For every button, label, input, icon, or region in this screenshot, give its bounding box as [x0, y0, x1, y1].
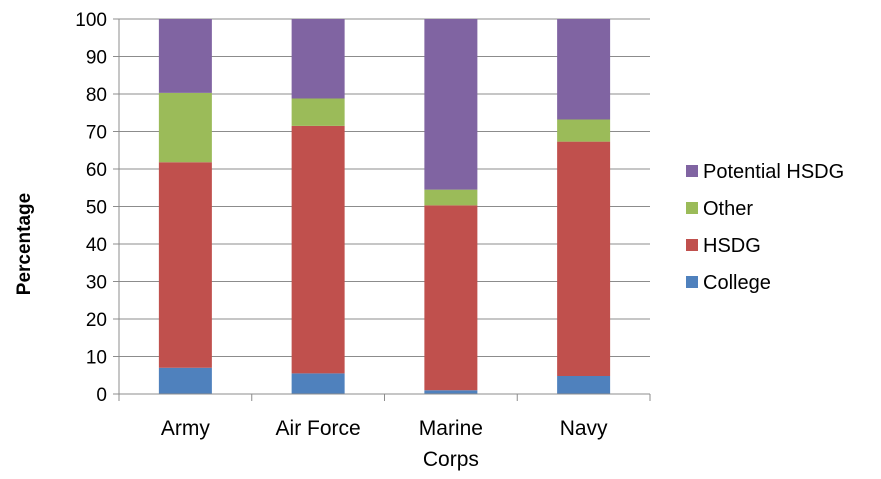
legend-swatch — [686, 165, 698, 177]
y-tick-label: 90 — [86, 48, 107, 69]
legend-label: Potential HSDG — [703, 161, 844, 183]
x-category-label: Marine — [419, 417, 483, 440]
y-tick-label: 0 — [96, 385, 107, 406]
y-tick-label: 60 — [86, 160, 107, 181]
bar-segment — [291, 19, 345, 99]
bar-segment — [291, 125, 345, 374]
bar-segment — [424, 390, 478, 394]
y-tick-labels: 0 10 20 30 40 50 60 70 80 90 100 — [75, 10, 107, 406]
axes — [113, 18, 651, 401]
legend: Potential HSDG Other HSDG College — [686, 161, 844, 294]
y-tick-label: 20 — [86, 310, 107, 331]
legend-label: HSDG — [703, 235, 761, 257]
bar-segment — [291, 373, 345, 394]
legend-swatch — [686, 276, 698, 288]
x-category-label: Army — [161, 417, 210, 440]
bar-segment — [424, 189, 478, 206]
legend-label: Other — [703, 198, 753, 220]
x-category-label: Corps — [423, 448, 479, 471]
legend-label: College — [703, 272, 771, 294]
y-axis-label: Percentage — [14, 193, 35, 295]
bar-segment — [557, 376, 611, 394]
y-tick-label: 10 — [86, 348, 107, 369]
bar-segment — [424, 19, 478, 190]
bars — [158, 19, 611, 394]
legend-swatch — [686, 239, 698, 251]
bar-segment — [158, 19, 212, 93]
bar-segment — [291, 98, 345, 126]
y-tick-label: 80 — [86, 85, 107, 106]
y-tick-label: 30 — [86, 273, 107, 294]
legend-swatch — [686, 202, 698, 214]
bar-segment — [557, 19, 611, 120]
bar-segment — [158, 367, 212, 394]
x-category-label: Navy — [560, 417, 608, 440]
x-category-labels: Army Air Force Marine Corps Navy — [161, 417, 608, 471]
y-tick-label: 40 — [86, 235, 107, 256]
bar-segment — [557, 119, 611, 142]
bar-segment — [158, 92, 212, 163]
bar-segment — [557, 141, 611, 376]
y-tick-label: 50 — [86, 198, 107, 219]
y-tick-label: 100 — [75, 10, 107, 31]
bar-segment — [424, 205, 478, 391]
x-category-label: Air Force — [276, 417, 361, 440]
bar-segment — [158, 162, 212, 368]
y-tick-label: 70 — [86, 123, 107, 144]
